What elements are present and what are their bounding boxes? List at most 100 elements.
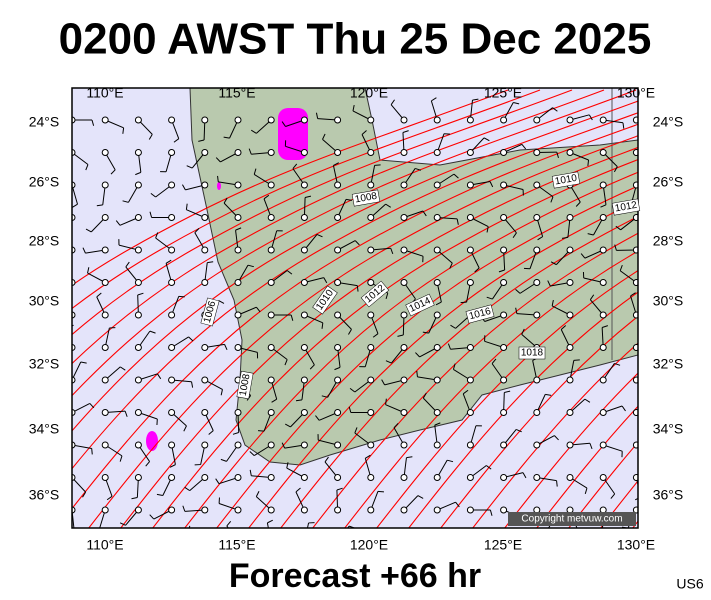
station bbox=[267, 116, 275, 124]
wind-barb bbox=[249, 469, 252, 476]
wind-barb bbox=[452, 363, 456, 370]
station bbox=[401, 540, 407, 546]
wind-barb bbox=[636, 119, 638, 122]
wind-barb bbox=[348, 329, 352, 335]
map-frame bbox=[71, 87, 654, 564]
wind-barb bbox=[534, 562, 540, 564]
wind-barb bbox=[185, 203, 188, 210]
station bbox=[300, 311, 308, 319]
wind-barb bbox=[321, 395, 328, 398]
wind-barb bbox=[182, 505, 186, 512]
station bbox=[566, 116, 574, 124]
wind-barb bbox=[253, 168, 257, 175]
wind-barb bbox=[184, 486, 190, 492]
station bbox=[101, 149, 109, 156]
wind-barb bbox=[431, 97, 437, 102]
station bbox=[433, 474, 441, 481]
wind-barb bbox=[284, 423, 291, 428]
station bbox=[566, 279, 574, 286]
station bbox=[500, 246, 508, 254]
lat-label: 26°S bbox=[29, 174, 60, 190]
station bbox=[334, 376, 342, 384]
station bbox=[466, 149, 474, 156]
wind-barb bbox=[315, 112, 319, 119]
station bbox=[267, 149, 275, 156]
isobar bbox=[72, 112, 638, 470]
wind-barb bbox=[415, 352, 420, 358]
wind-barb bbox=[333, 162, 339, 166]
wind-barb bbox=[156, 493, 163, 496]
station bbox=[101, 116, 109, 124]
wind-barb bbox=[173, 138, 180, 143]
station bbox=[134, 279, 142, 286]
wind-barb bbox=[220, 389, 223, 396]
station bbox=[234, 246, 242, 254]
copyright-box bbox=[508, 512, 636, 526]
station bbox=[400, 149, 408, 156]
station bbox=[134, 506, 142, 514]
station bbox=[599, 181, 607, 189]
lon-label: 125°E bbox=[484, 537, 522, 553]
station bbox=[466, 474, 474, 481]
station bbox=[433, 376, 441, 384]
station bbox=[599, 149, 607, 156]
station bbox=[500, 116, 508, 124]
station bbox=[533, 409, 541, 416]
station bbox=[334, 311, 342, 319]
wind-barb bbox=[390, 248, 394, 255]
wind-barb bbox=[251, 129, 257, 134]
station bbox=[234, 441, 242, 449]
wind-barb bbox=[486, 226, 489, 233]
wind-barb bbox=[290, 314, 294, 321]
station bbox=[599, 441, 607, 449]
station bbox=[201, 246, 209, 254]
wind-barb bbox=[249, 451, 255, 456]
station bbox=[433, 149, 441, 156]
station bbox=[334, 246, 342, 254]
wind-barb bbox=[226, 521, 232, 527]
station bbox=[367, 474, 375, 481]
wind-barb bbox=[498, 269, 505, 273]
wind-barb bbox=[72, 281, 73, 283]
wind-barb bbox=[267, 519, 273, 524]
station bbox=[300, 474, 308, 481]
station bbox=[400, 116, 408, 124]
isobar bbox=[72, 89, 541, 310]
wind-barb bbox=[72, 203, 78, 208]
station bbox=[434, 540, 440, 546]
wind-barb bbox=[636, 378, 638, 381]
copyright: Copyright metvuw.com bbox=[521, 514, 622, 525]
station bbox=[367, 116, 375, 124]
wind-barb bbox=[96, 292, 102, 298]
station bbox=[466, 376, 474, 384]
wind-barb bbox=[91, 448, 93, 455]
station bbox=[335, 540, 341, 546]
wind-barb bbox=[119, 522, 126, 526]
isobar bbox=[72, 89, 637, 397]
station bbox=[466, 506, 474, 514]
wind-barb bbox=[515, 428, 522, 433]
station bbox=[500, 441, 508, 449]
station bbox=[234, 279, 242, 286]
station bbox=[334, 344, 342, 351]
station bbox=[101, 376, 109, 384]
isobar bbox=[216, 185, 638, 528]
wind-barb bbox=[145, 461, 150, 467]
lat-label: 24°S bbox=[29, 114, 60, 130]
wind-barb bbox=[256, 306, 261, 313]
station bbox=[101, 246, 109, 254]
wind-barb bbox=[295, 399, 303, 402]
station bbox=[134, 376, 142, 384]
station bbox=[201, 116, 209, 124]
lat-label: 24°S bbox=[653, 114, 684, 130]
wind-barb bbox=[115, 220, 121, 226]
station bbox=[632, 279, 638, 286]
wind-barb bbox=[354, 427, 358, 434]
wind-barb bbox=[652, 130, 654, 136]
station bbox=[267, 506, 275, 514]
wind-barb bbox=[122, 200, 129, 203]
station bbox=[234, 344, 242, 351]
station bbox=[533, 214, 541, 221]
station bbox=[533, 116, 541, 124]
wind-barb bbox=[614, 362, 621, 366]
